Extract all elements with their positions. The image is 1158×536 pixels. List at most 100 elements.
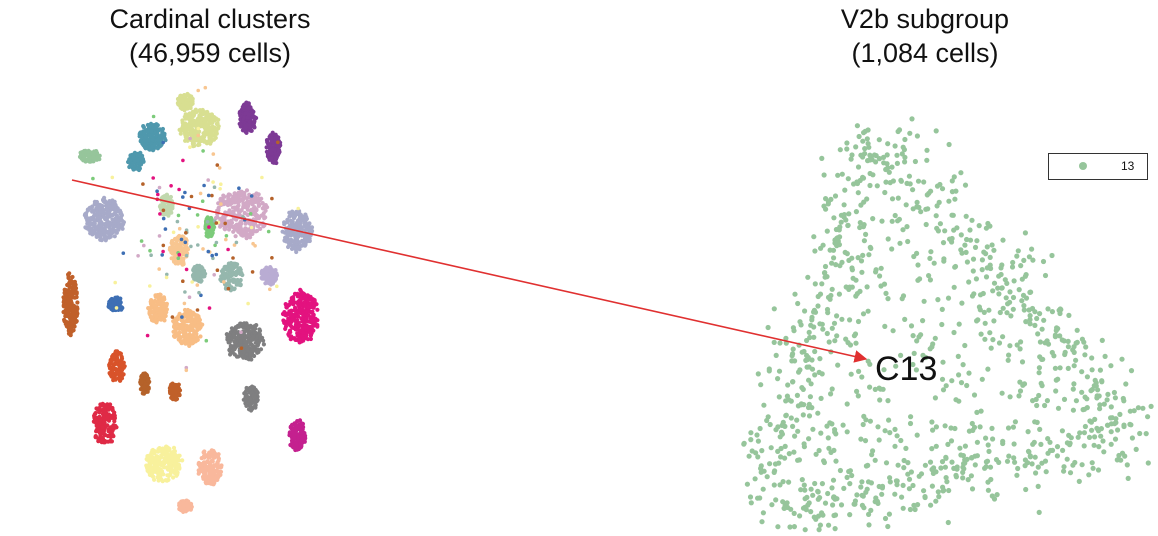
sparse-cell-point xyxy=(212,185,217,189)
cluster-point xyxy=(269,136,274,141)
cluster-point xyxy=(148,456,153,461)
subgroup-13-point xyxy=(942,423,948,429)
sparse-cell-point xyxy=(184,237,188,241)
cluster-point xyxy=(180,118,185,123)
subgroup-13-point xyxy=(1023,486,1029,493)
cluster-point xyxy=(283,324,289,329)
sparse-cell-point xyxy=(121,251,126,255)
cluster-point xyxy=(208,468,213,473)
cluster-point xyxy=(92,415,97,420)
cluster-point xyxy=(247,119,252,124)
subgroup-13-point xyxy=(964,382,970,389)
subgroup-13-point xyxy=(895,195,901,201)
cluster-point xyxy=(252,405,257,410)
subgroup-13-point xyxy=(1005,425,1012,431)
cluster-point xyxy=(101,214,106,219)
cluster-point xyxy=(304,236,309,241)
cluster-point xyxy=(206,451,211,456)
cluster-point xyxy=(310,228,315,234)
subgroup-13-point xyxy=(1086,472,1092,478)
cluster-point xyxy=(231,332,236,337)
subgroup-13-point xyxy=(771,339,777,345)
sparse-cell-point xyxy=(210,229,214,234)
cluster-point xyxy=(209,448,214,454)
subgroup-13-point xyxy=(1071,381,1077,387)
cluster-point xyxy=(306,328,311,333)
cluster-point xyxy=(120,223,125,228)
sparse-cell-point xyxy=(270,255,274,260)
cluster-point xyxy=(155,294,160,299)
cluster-point xyxy=(196,468,201,473)
cluster-point xyxy=(201,476,206,481)
cluster-point xyxy=(293,246,298,251)
cluster-point xyxy=(297,338,302,343)
sparse-cell-point xyxy=(246,301,250,306)
cluster-point xyxy=(297,240,302,245)
cluster-point xyxy=(226,280,231,285)
subgroup-13-point xyxy=(860,421,866,428)
cluster-point xyxy=(199,462,204,467)
cluster-point xyxy=(230,205,236,210)
subgroup-13-point xyxy=(991,280,998,286)
cluster-point xyxy=(168,207,173,212)
cluster-point xyxy=(246,331,251,336)
v2b-subgroup-scatter xyxy=(741,116,1154,533)
sparse-cell-point xyxy=(176,213,181,218)
subgroup-13-point xyxy=(1081,443,1087,449)
cluster-point xyxy=(98,219,103,224)
subgroup-13-point xyxy=(760,486,766,492)
cluster-point xyxy=(241,349,246,355)
cluster-point xyxy=(250,343,255,348)
subgroup-13-point xyxy=(1021,257,1027,263)
cluster-point xyxy=(211,480,216,485)
subgroup-13-point xyxy=(885,236,891,242)
cluster-point xyxy=(226,227,232,232)
subgroup-13-point xyxy=(889,164,895,170)
subgroup-13-point xyxy=(948,425,954,431)
cluster-point xyxy=(118,299,123,305)
cluster-point xyxy=(244,130,249,135)
sparse-cell-point xyxy=(197,290,201,295)
sparse-cell-point xyxy=(276,140,280,145)
cluster-point xyxy=(185,138,190,143)
sparse-cell-point xyxy=(160,253,164,257)
subgroup-13-point xyxy=(853,209,860,215)
cluster-point xyxy=(227,332,232,338)
cluster-point xyxy=(147,133,152,138)
cluster-point xyxy=(289,423,295,428)
subgroup-13-point xyxy=(798,487,804,493)
cluster-point xyxy=(101,403,106,408)
cluster-point xyxy=(216,126,221,131)
cluster-point xyxy=(262,205,267,210)
sparse-cell-point xyxy=(183,290,187,294)
cluster-point xyxy=(182,246,187,251)
cluster-point xyxy=(159,301,164,307)
cluster-point xyxy=(265,275,270,280)
cluster-point xyxy=(102,198,107,203)
cluster-point xyxy=(152,298,158,303)
cluster-point xyxy=(154,307,159,312)
cluster-point xyxy=(205,464,211,470)
cluster-point xyxy=(237,111,242,116)
cluster-point xyxy=(110,424,115,429)
subgroup-13-point xyxy=(1117,411,1123,417)
cluster-point xyxy=(196,314,201,319)
cluster-point xyxy=(69,318,75,323)
subgroup-13-point xyxy=(841,485,847,491)
cluster-point xyxy=(94,406,99,411)
subgroup-13-point xyxy=(910,333,916,339)
cluster-point xyxy=(186,315,191,320)
cluster-point xyxy=(299,430,304,435)
cluster-point xyxy=(202,125,208,130)
cluster-point xyxy=(228,202,233,207)
cluster-point xyxy=(236,342,241,347)
cluster-point xyxy=(74,295,79,300)
sparse-cell-point xyxy=(148,284,152,288)
cluster-point xyxy=(139,162,144,167)
sparse-cell-point xyxy=(181,195,185,199)
cluster-point xyxy=(152,142,157,147)
subgroup-13-point xyxy=(840,422,846,428)
subgroup-13-point xyxy=(880,386,886,392)
cluster-point xyxy=(257,332,262,338)
cluster-point xyxy=(246,203,251,208)
